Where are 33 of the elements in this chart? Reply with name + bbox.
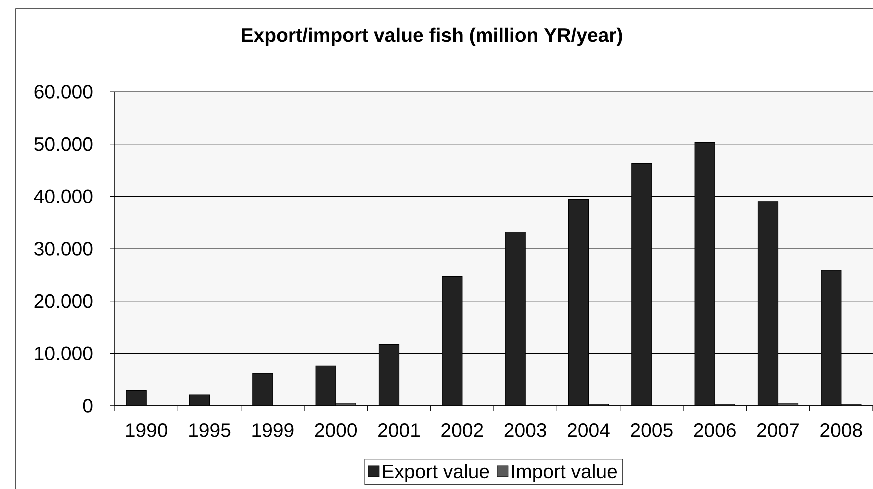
bar: [821, 270, 842, 406]
x-tick-label: 2000: [315, 424, 358, 438]
y-tick-label: 40.000: [34, 190, 93, 204]
x-tick-label: 2007: [758, 424, 799, 438]
x-tick-label: 1995: [190, 424, 231, 438]
x-tick-label: 2004: [568, 424, 610, 438]
bar: [632, 163, 652, 406]
x-tick-label: 2006: [694, 424, 736, 438]
bar: [126, 390, 147, 406]
x-tick-label: 2002: [442, 424, 484, 438]
y-tick-label: 20.000: [34, 294, 93, 308]
x-tick-label: 2005: [631, 424, 673, 438]
x-tick-label: 1999: [252, 424, 294, 438]
y-tick-label: 0: [83, 399, 93, 413]
bar: [758, 202, 779, 406]
bar: [568, 199, 590, 406]
bar: [505, 232, 526, 406]
bar: [378, 344, 400, 406]
x-tick-label: 2008: [820, 424, 862, 438]
y-tick-label: 10.000: [35, 346, 93, 361]
legend-label: Import value: [512, 464, 618, 482]
bar: [442, 276, 463, 406]
chart-title: Export/import value fish (million YR/year): [242, 28, 622, 46]
bar: [316, 366, 336, 406]
y-tick-label: 30.000: [34, 242, 93, 256]
y-tick-label: 50.000: [34, 137, 93, 152]
bar: [252, 373, 274, 406]
x-tick-label: 1990: [126, 424, 168, 438]
legend-label: Export value: [383, 464, 490, 482]
y-tick-label: 60.000: [34, 85, 93, 99]
x-tick-label: 2003: [504, 424, 546, 438]
bar: [694, 142, 716, 406]
x-tick-label: 2001: [378, 424, 420, 438]
